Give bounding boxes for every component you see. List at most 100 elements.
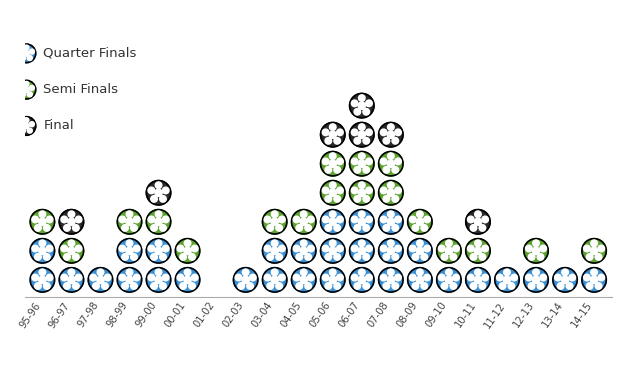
Circle shape xyxy=(188,254,195,260)
Circle shape xyxy=(409,274,416,281)
Circle shape xyxy=(61,216,67,223)
Circle shape xyxy=(441,283,448,289)
Circle shape xyxy=(160,196,166,202)
Circle shape xyxy=(532,276,540,283)
Circle shape xyxy=(44,283,50,289)
Circle shape xyxy=(24,50,29,56)
Circle shape xyxy=(160,225,166,231)
Circle shape xyxy=(35,254,41,260)
Circle shape xyxy=(148,274,155,281)
Circle shape xyxy=(383,166,389,173)
Circle shape xyxy=(64,254,71,260)
Circle shape xyxy=(296,283,303,289)
Circle shape xyxy=(337,274,343,281)
Circle shape xyxy=(337,158,343,165)
Circle shape xyxy=(388,240,394,246)
Circle shape xyxy=(359,269,365,276)
Circle shape xyxy=(381,129,387,136)
Circle shape xyxy=(587,283,593,289)
Circle shape xyxy=(64,283,71,289)
Circle shape xyxy=(525,245,532,252)
Circle shape xyxy=(192,245,198,252)
Circle shape xyxy=(417,240,423,246)
Circle shape xyxy=(590,276,598,283)
Circle shape xyxy=(388,124,394,131)
Circle shape xyxy=(39,269,46,276)
Circle shape xyxy=(334,138,341,144)
Circle shape xyxy=(155,218,162,226)
Circle shape xyxy=(329,269,336,276)
Circle shape xyxy=(354,166,361,173)
Circle shape xyxy=(117,239,142,263)
Circle shape xyxy=(46,216,53,223)
Circle shape xyxy=(474,276,482,283)
Circle shape xyxy=(337,187,343,194)
Circle shape xyxy=(383,254,389,260)
Circle shape xyxy=(126,269,133,276)
Circle shape xyxy=(351,187,358,194)
Circle shape xyxy=(351,100,358,107)
Circle shape xyxy=(32,245,39,252)
Circle shape xyxy=(17,80,36,99)
Circle shape xyxy=(88,268,113,292)
Circle shape xyxy=(562,269,568,276)
Circle shape xyxy=(470,225,477,231)
Circle shape xyxy=(305,254,311,260)
Circle shape xyxy=(46,245,53,252)
Circle shape xyxy=(68,211,75,218)
Circle shape xyxy=(392,196,399,202)
Circle shape xyxy=(381,158,387,165)
Circle shape xyxy=(29,49,34,54)
Circle shape xyxy=(122,283,129,289)
Circle shape xyxy=(566,283,573,289)
Circle shape xyxy=(337,245,343,252)
Circle shape xyxy=(363,138,369,144)
Circle shape xyxy=(354,283,361,289)
Circle shape xyxy=(322,245,329,252)
Circle shape xyxy=(421,225,427,231)
Circle shape xyxy=(453,274,459,281)
Circle shape xyxy=(59,239,84,263)
Circle shape xyxy=(21,55,26,61)
Circle shape xyxy=(325,254,331,260)
Circle shape xyxy=(175,268,200,292)
Circle shape xyxy=(184,269,191,276)
Circle shape xyxy=(35,225,41,231)
Circle shape xyxy=(508,283,515,289)
Circle shape xyxy=(97,276,104,283)
Circle shape xyxy=(293,216,300,223)
Circle shape xyxy=(21,128,26,133)
Circle shape xyxy=(238,283,245,289)
Circle shape xyxy=(300,247,308,254)
Circle shape xyxy=(122,254,129,260)
Circle shape xyxy=(446,240,452,246)
Circle shape xyxy=(162,274,169,281)
Circle shape xyxy=(264,245,271,252)
Circle shape xyxy=(151,225,157,231)
Circle shape xyxy=(540,274,547,281)
Circle shape xyxy=(349,268,374,292)
Circle shape xyxy=(29,122,34,127)
Circle shape xyxy=(308,245,314,252)
Circle shape xyxy=(363,166,369,173)
Circle shape xyxy=(325,166,331,173)
Circle shape xyxy=(553,268,577,292)
Circle shape xyxy=(475,211,481,218)
Circle shape xyxy=(291,239,316,263)
Circle shape xyxy=(363,283,369,289)
Circle shape xyxy=(582,239,607,263)
Circle shape xyxy=(439,245,445,252)
Circle shape xyxy=(155,247,162,254)
Circle shape xyxy=(379,268,403,292)
Circle shape xyxy=(540,245,547,252)
Circle shape xyxy=(407,209,432,234)
Circle shape xyxy=(329,153,336,159)
Circle shape xyxy=(387,131,394,138)
Circle shape xyxy=(379,239,403,263)
Circle shape xyxy=(278,216,285,223)
Circle shape xyxy=(562,276,568,283)
Circle shape xyxy=(359,153,365,159)
Circle shape xyxy=(147,239,171,263)
Circle shape xyxy=(421,283,427,289)
Circle shape xyxy=(235,274,241,281)
